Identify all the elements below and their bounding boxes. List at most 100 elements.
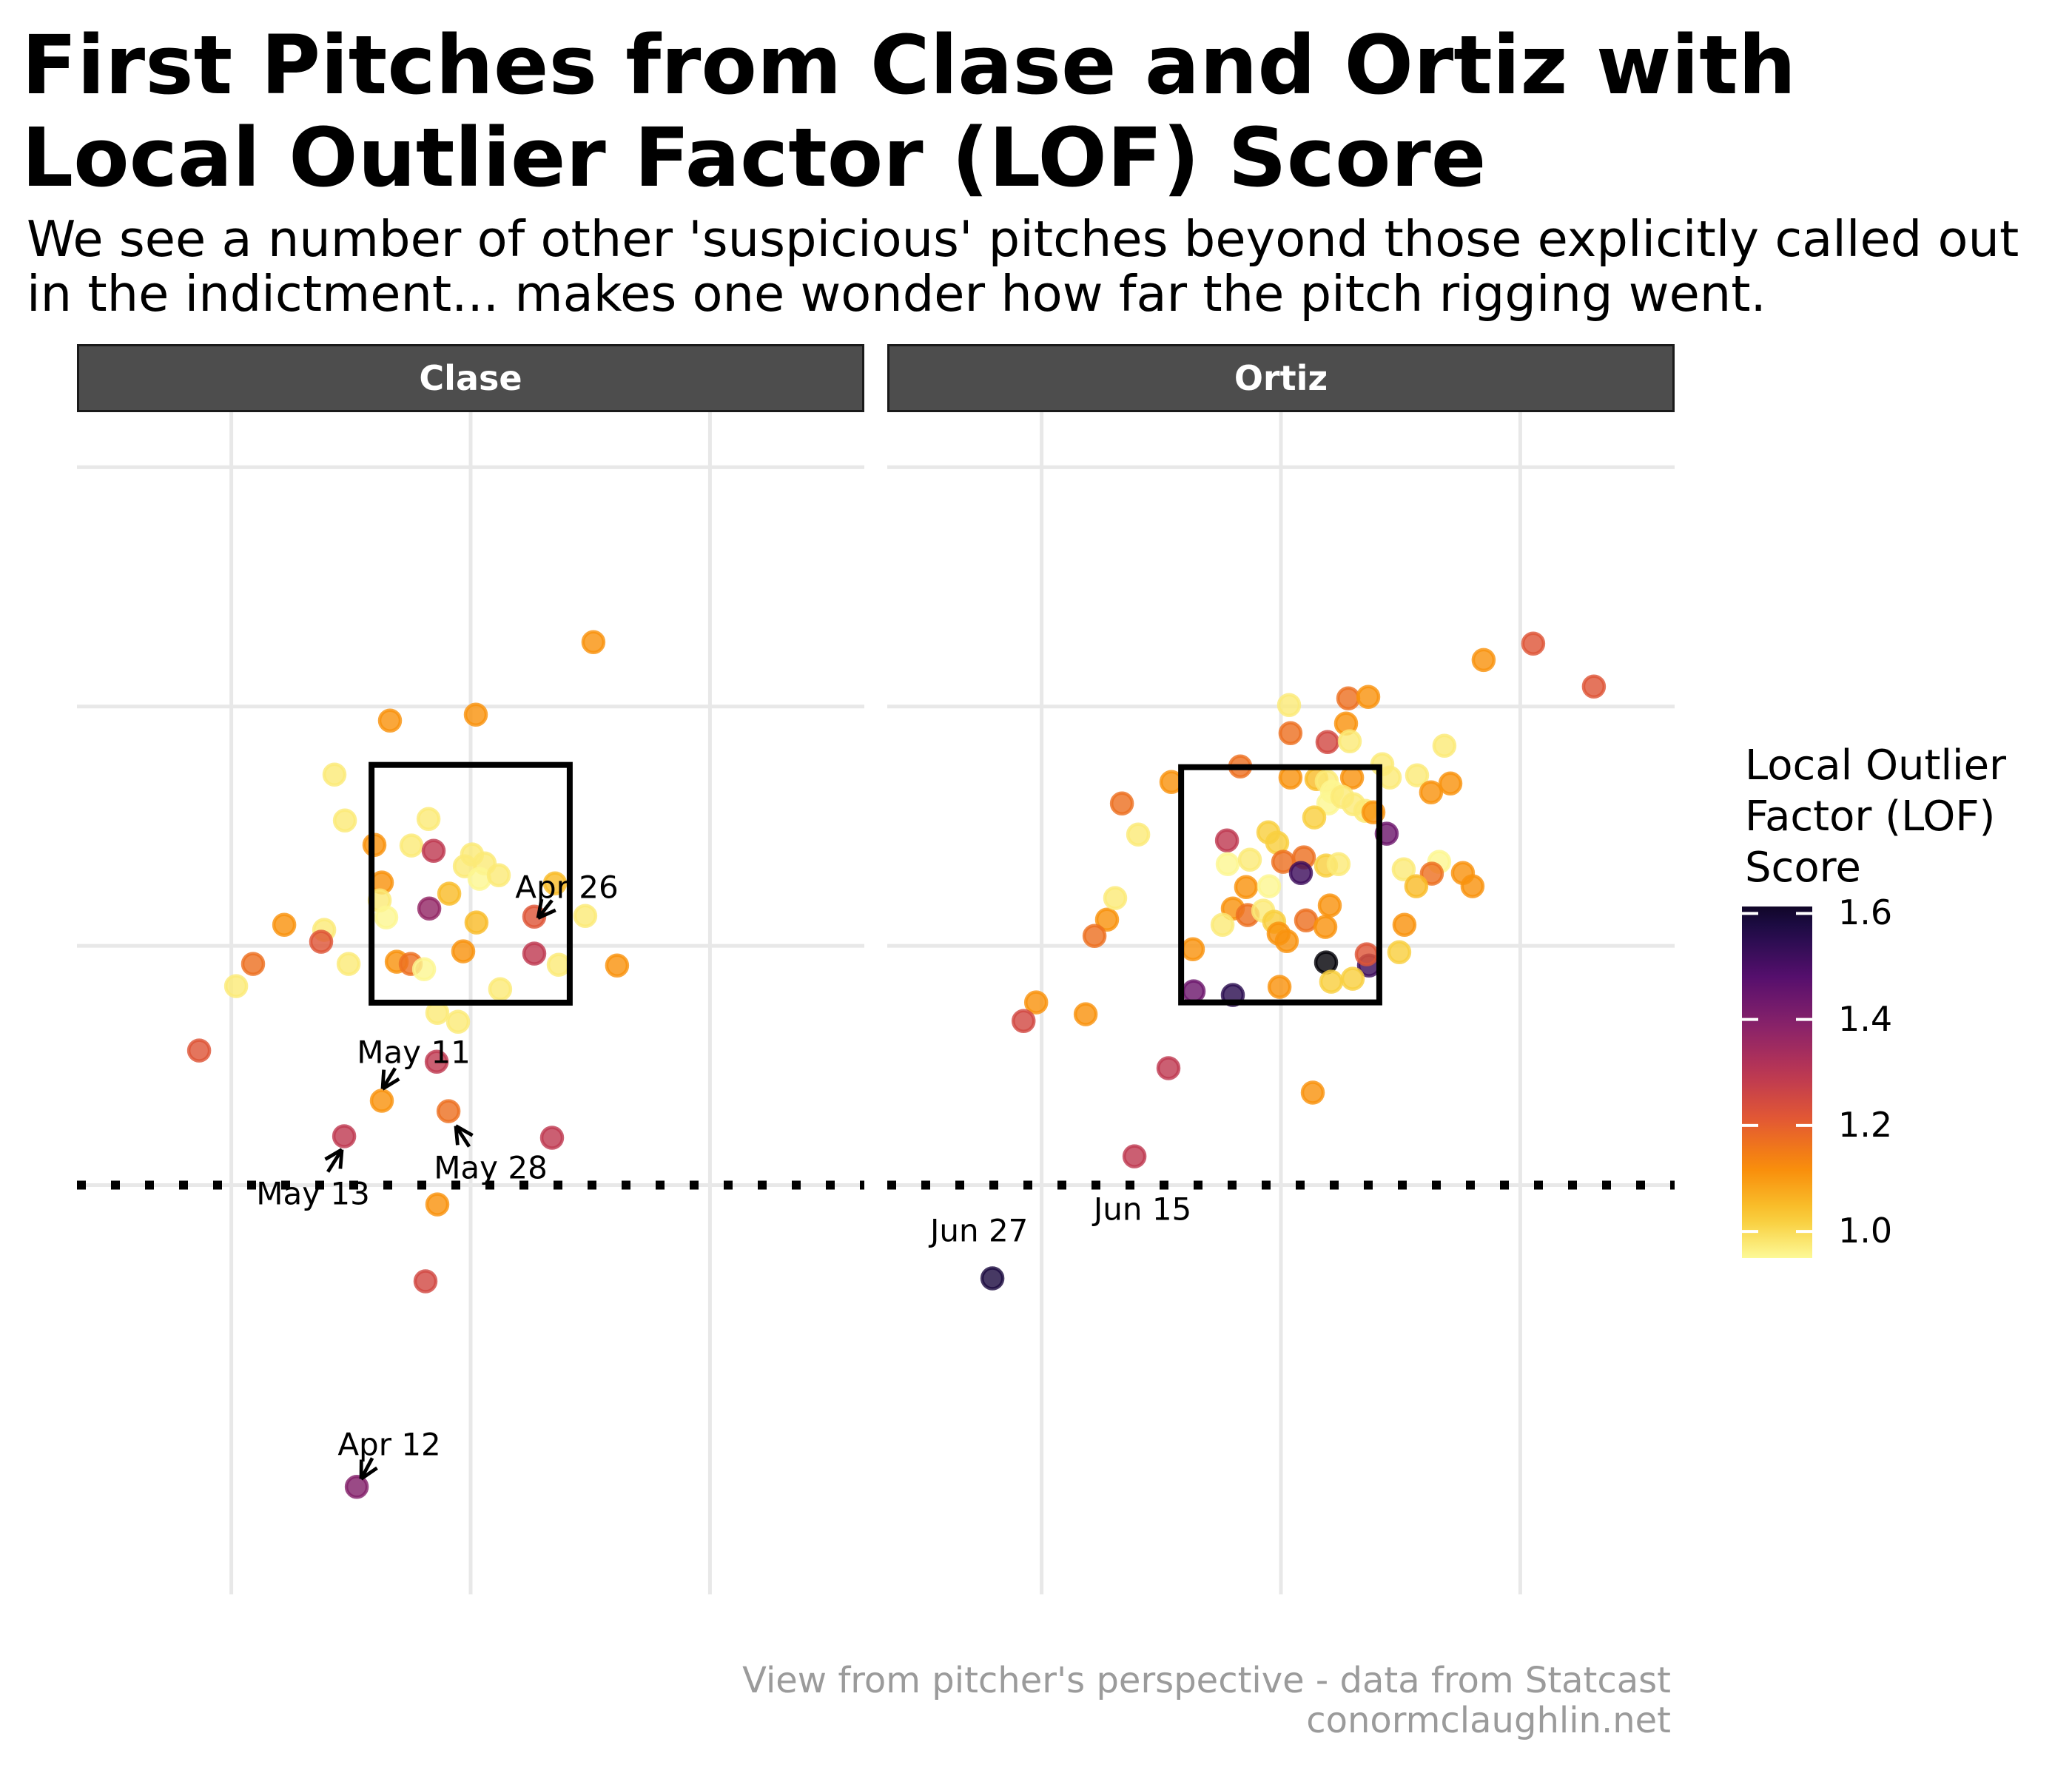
caption-line-1: View from pitcher's perspective - data f… [742,1660,1671,1701]
pitch-point [437,881,462,906]
pitch-point [445,1009,471,1034]
annotation-label: Jun 15 [1092,1191,1191,1227]
annotation-arrow [380,1067,397,1090]
pitch-point [546,952,571,977]
annotation-arrowhead [360,1466,378,1481]
pitch-point [1581,674,1607,699]
legend-title-line-3: Score [1745,844,1861,892]
subtitle-line-1: We see a number of other 'suspicious' pi… [27,210,2019,268]
pitch-point [1302,805,1327,830]
pitch-point [1419,861,1444,886]
pitch-point [1419,780,1444,804]
chart-subtitle: We see a number of other 'suspicious' pi… [27,212,2019,321]
pitch-point [1337,729,1362,754]
legend-tick-label: 1.6 [1838,892,1893,933]
pitch-point [272,912,297,937]
pitch-point [1314,950,1339,975]
pitch-point [1278,765,1303,790]
pitch-point [309,929,334,954]
annotation-arrowhead [338,1149,344,1169]
pitch-point [1336,686,1361,711]
annotation-arrowhead [537,908,556,920]
pitch-point [1082,924,1107,948]
facet-panel-clase: Apr 26 May 11 May 28 May 13 Apr 12 [77,412,864,1595]
pitch-point [1103,886,1128,910]
pitch-point [1340,966,1365,991]
annotation-arrow [454,1125,471,1148]
pitch-point [522,941,547,966]
legend-title-line-1: Local Outlier [1745,741,2007,790]
pitch-point [1214,828,1240,852]
facet-strip-clase-label: Clase [419,358,522,398]
pitch-point [1521,631,1546,656]
pitch-point [1460,874,1485,898]
pitch-point [344,1475,369,1499]
pitch-point [467,867,492,891]
annotation-label: Apr 26 [515,870,618,906]
pitch-point [1300,1080,1325,1105]
pitch-point [186,1038,212,1063]
annotation-label: May 11 [357,1035,471,1071]
annotation-label: Apr 12 [337,1426,440,1462]
pitch-point [1354,942,1379,966]
pitch-point [421,838,446,864]
strike-zone [1178,764,1382,1006]
pitch-point [488,977,513,1001]
pitch-point [1237,847,1262,872]
annotation-label: May 28 [434,1150,548,1186]
annotation-arrowhead [454,1126,460,1146]
pitch-point [377,708,403,733]
pitch-point [1011,1009,1036,1033]
pitch-point [1387,940,1412,964]
annotation-label: Jun 27 [928,1213,1028,1249]
pitch-point [1471,648,1496,673]
pitch-point [1274,929,1299,953]
pitch-point [1391,857,1416,881]
pitch-point [425,1192,450,1217]
pitch-point [411,957,437,981]
annotation-arrowhead [536,898,544,919]
pitch-point [416,807,441,831]
legend-tick-label: 1.0 [1838,1211,1893,1251]
pitch-point [223,974,249,998]
pitch-point [332,1124,357,1148]
pitch-point [424,1049,449,1074]
legend-gradient [1742,906,1812,1258]
pitch-point [399,833,424,858]
pitch-point [1405,763,1430,787]
pitch-point [1210,912,1235,937]
annotation-arrowhead [324,1148,343,1161]
pitch-point [1234,875,1259,899]
chart-title: First Pitches from Clase and Ortiz with … [21,19,1796,204]
pitch-point [486,863,511,887]
pitch-point [464,910,489,935]
pitch-point [1156,1056,1181,1080]
pitch-point [417,896,442,921]
annotation-arrow [326,1148,344,1173]
title-line-2: Local Outlier Factor (LOF) Score [21,110,1487,205]
pitch-point [1319,969,1344,994]
facet-strip-ortiz-label: Ortiz [1234,358,1328,398]
pitch-point [1278,721,1303,746]
subtitle-line-2: in the indictment... makes one wonder ho… [27,265,1766,323]
pitch-point [1313,915,1338,939]
pitch-point [1326,852,1351,876]
caption-line-2: conormclaughlin.net [1306,1700,1671,1741]
annotation-arrowhead [381,1077,400,1091]
pitch-point [374,905,399,929]
pitch-point [1215,852,1240,876]
legend-gradient-bar [1742,906,1812,1258]
pitch-point [1315,730,1340,755]
strike-zone [369,761,573,1006]
pitch-point [1180,937,1205,961]
pitch-point [1023,990,1049,1015]
legend-tick-label: 1.2 [1838,1104,1893,1145]
legend-tick-label: 1.4 [1838,998,1893,1039]
annotation-label: May 13 [256,1175,370,1211]
pitch-point [539,1126,565,1150]
chart-caption: View from pitcher's perspective - data f… [742,1661,1671,1740]
pitch-point [413,1269,438,1294]
pitch-point [1126,822,1151,847]
